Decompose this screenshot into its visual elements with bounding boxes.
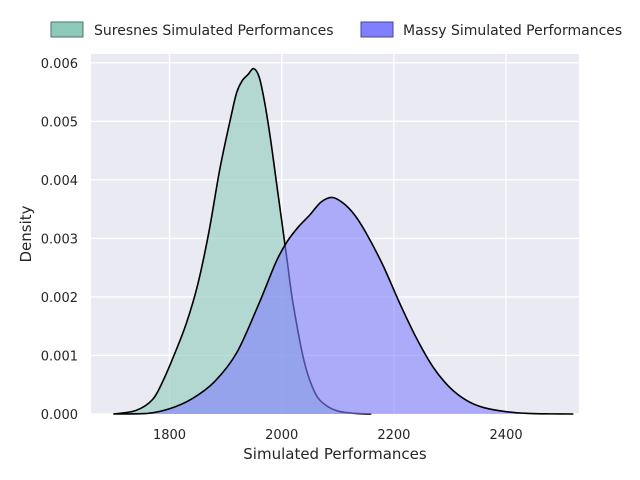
y-tick-labels: 0.000 0.001 0.002 0.003 0.004 0.005 0.006	[41, 57, 78, 423]
y-tick-label-2: 0.002	[41, 291, 78, 306]
density-area-massy	[113, 197, 574, 414]
x-axis-title: Simulated Performances	[243, 445, 427, 463]
x-tick-labels: 1800 2000 2200 2400	[153, 428, 523, 443]
y-tick-label-5: 0.005	[41, 115, 78, 130]
density-line-massy	[113, 196, 574, 415]
y-tick-label-3: 0.003	[41, 232, 78, 247]
density-curves	[113, 67, 574, 415]
x-tick-label-3: 2400	[490, 428, 523, 443]
y-tick-label-0: 0.000	[41, 408, 78, 423]
y-tick-label-4: 0.004	[41, 174, 78, 189]
legend-swatch-suresnes	[50, 21, 84, 38]
x-tick-label-0: 1800	[153, 428, 186, 443]
legend-item-suresnes: Suresnes Simulated Performances	[50, 21, 334, 39]
density-area-suresnes	[113, 68, 372, 414]
legend-swatch-massy	[360, 21, 394, 38]
x-tick-label-1: 2000	[265, 428, 298, 443]
legend: Suresnes Simulated Performances Massy Si…	[50, 21, 622, 39]
y-axis-title: Density	[17, 205, 35, 262]
legend-item-massy: Massy Simulated Performances	[360, 21, 622, 39]
legend-label-suresnes: Suresnes Simulated Performances	[94, 23, 334, 39]
legend-label-massy: Massy Simulated Performances	[403, 23, 622, 39]
x-tick-label-2: 2200	[377, 428, 410, 443]
y-tick-label-1: 0.001	[41, 349, 78, 364]
y-tick-label-6: 0.006	[41, 57, 78, 72]
